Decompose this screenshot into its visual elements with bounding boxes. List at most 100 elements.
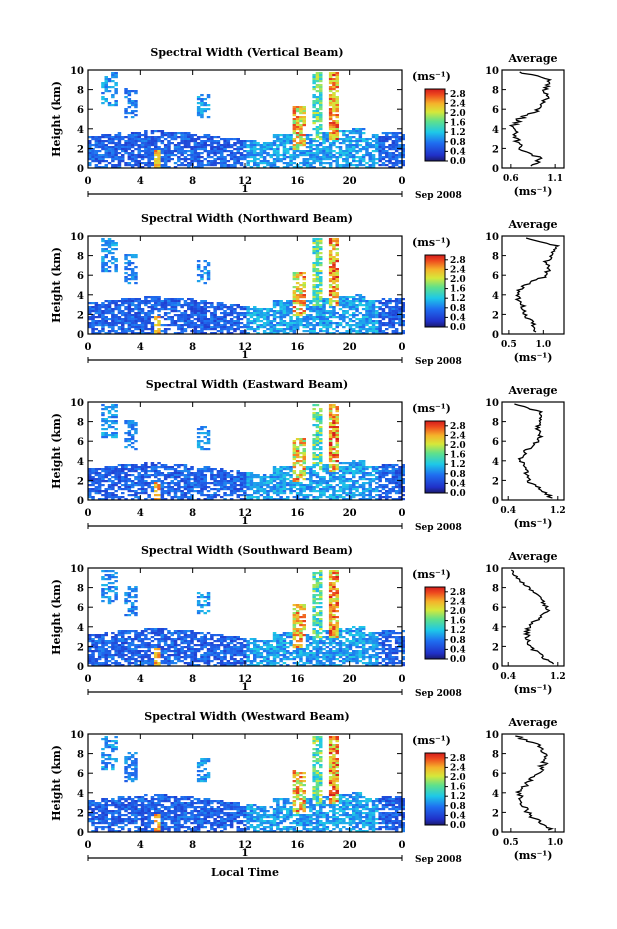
heatmap-cell [107, 602, 112, 605]
heatmap-cell [302, 456, 306, 459]
heatmap-cell [137, 298, 141, 301]
heatmap-cell [394, 490, 399, 493]
heatmap-cell [114, 470, 118, 473]
heatmap-cell [259, 308, 264, 311]
heatmap-cell [111, 654, 115, 657]
heatmap-cell [319, 88, 323, 91]
heatmap-cell [365, 332, 369, 335]
heatmap-cell [394, 160, 399, 163]
heatmap-cell [160, 156, 165, 159]
heatmap-cell [365, 308, 369, 311]
average-y-tick-label: 10 [485, 398, 499, 409]
heatmap-cell [97, 158, 102, 161]
heatmap-cell [130, 322, 135, 325]
heatmap-cell [104, 420, 108, 423]
heatmap-cell [124, 498, 128, 501]
heatmap-cell [332, 290, 336, 293]
heatmap-cell [107, 434, 112, 437]
heatmap-cell [91, 664, 95, 667]
heatmap-cell [292, 272, 297, 275]
heatmap-cell [124, 320, 128, 323]
heatmap-cell [130, 146, 135, 149]
heatmap-cell [91, 646, 95, 649]
heatmap-cell [365, 318, 369, 321]
heatmap-cell [97, 480, 102, 483]
heatmap-cell [206, 138, 211, 141]
heatmap-cell [127, 278, 132, 281]
heatmap-cell [292, 144, 297, 147]
heatmap-cell [121, 642, 125, 645]
heatmap-cell [206, 150, 211, 153]
heatmap-cell [91, 472, 95, 475]
heatmap-cell [200, 320, 204, 323]
heatmap-cell [361, 296, 366, 299]
heatmap-cell [378, 324, 382, 327]
heatmap-cell [368, 138, 372, 141]
heatmap-cell [276, 138, 280, 141]
heatmap-cell [101, 302, 105, 305]
heatmap-cell [266, 148, 270, 151]
heatmap-cell [163, 132, 168, 135]
heatmap-cell [322, 148, 326, 151]
heatmap-cell [114, 76, 118, 79]
heatmap-cell [140, 490, 145, 493]
heatmap-cell [365, 330, 369, 333]
heatmap-cell [104, 418, 108, 421]
heatmap-cell [256, 154, 260, 157]
heatmap-cell [111, 154, 115, 157]
heatmap-cell [338, 332, 343, 335]
heatmap-cell [154, 466, 158, 469]
heatmap-cell [117, 156, 122, 159]
heatmap-cell [305, 478, 310, 481]
heatmap-cell [315, 112, 320, 115]
heatmap-cell [210, 150, 214, 153]
heatmap-cell [272, 148, 277, 151]
heatmap-cell [371, 490, 376, 493]
heatmap-cell [246, 332, 250, 335]
heatmap-cell [401, 160, 405, 163]
heatmap-cell [315, 290, 320, 293]
heatmap-cell [206, 468, 211, 471]
heatmap-cell [266, 484, 270, 487]
heatmap-cell [114, 494, 118, 497]
heatmap-cell [322, 480, 326, 483]
heatmap-cell [236, 142, 240, 145]
heatmap-cell [127, 432, 132, 435]
heatmap-cell [315, 480, 320, 483]
heatmap-cell [312, 284, 316, 287]
heatmap-cell [130, 110, 135, 113]
heatmap-cell [299, 440, 303, 443]
heatmap-cell [282, 472, 287, 475]
heatmap-cell [262, 158, 267, 161]
heatmap-cell [319, 430, 323, 433]
heatmap-cell [196, 306, 201, 309]
heatmap-cell [322, 156, 326, 159]
heatmap-cell [332, 94, 336, 97]
heatmap-cell [127, 440, 132, 443]
heatmap-cell [319, 462, 323, 465]
heatmap-cell [104, 160, 108, 163]
heatmap-cell [137, 332, 141, 335]
heatmap-cell [233, 330, 237, 333]
heatmap-cell [325, 140, 330, 143]
heatmap-cell [183, 164, 188, 167]
heatmap-cell [94, 136, 99, 139]
heatmap-cell [335, 106, 339, 109]
heatmap-cell [134, 470, 138, 473]
heatmap-cell [309, 470, 313, 473]
heatmap-cell [127, 306, 132, 309]
heatmap-cell [302, 276, 306, 279]
heatmap-cell [111, 434, 115, 437]
heatmap-cell [117, 132, 122, 135]
heatmap-cell [361, 304, 366, 307]
heatmap-cell [121, 150, 125, 153]
heatmap-cell [309, 472, 313, 475]
heatmap-cell [236, 484, 240, 487]
heatmap-cell [206, 430, 211, 433]
heatmap-cell [167, 142, 171, 145]
heatmap-cell [107, 656, 112, 659]
heatmap-cell [177, 466, 181, 469]
heatmap-cell [104, 644, 108, 647]
heatmap-cell [342, 468, 346, 471]
heatmap-cell [167, 298, 171, 301]
